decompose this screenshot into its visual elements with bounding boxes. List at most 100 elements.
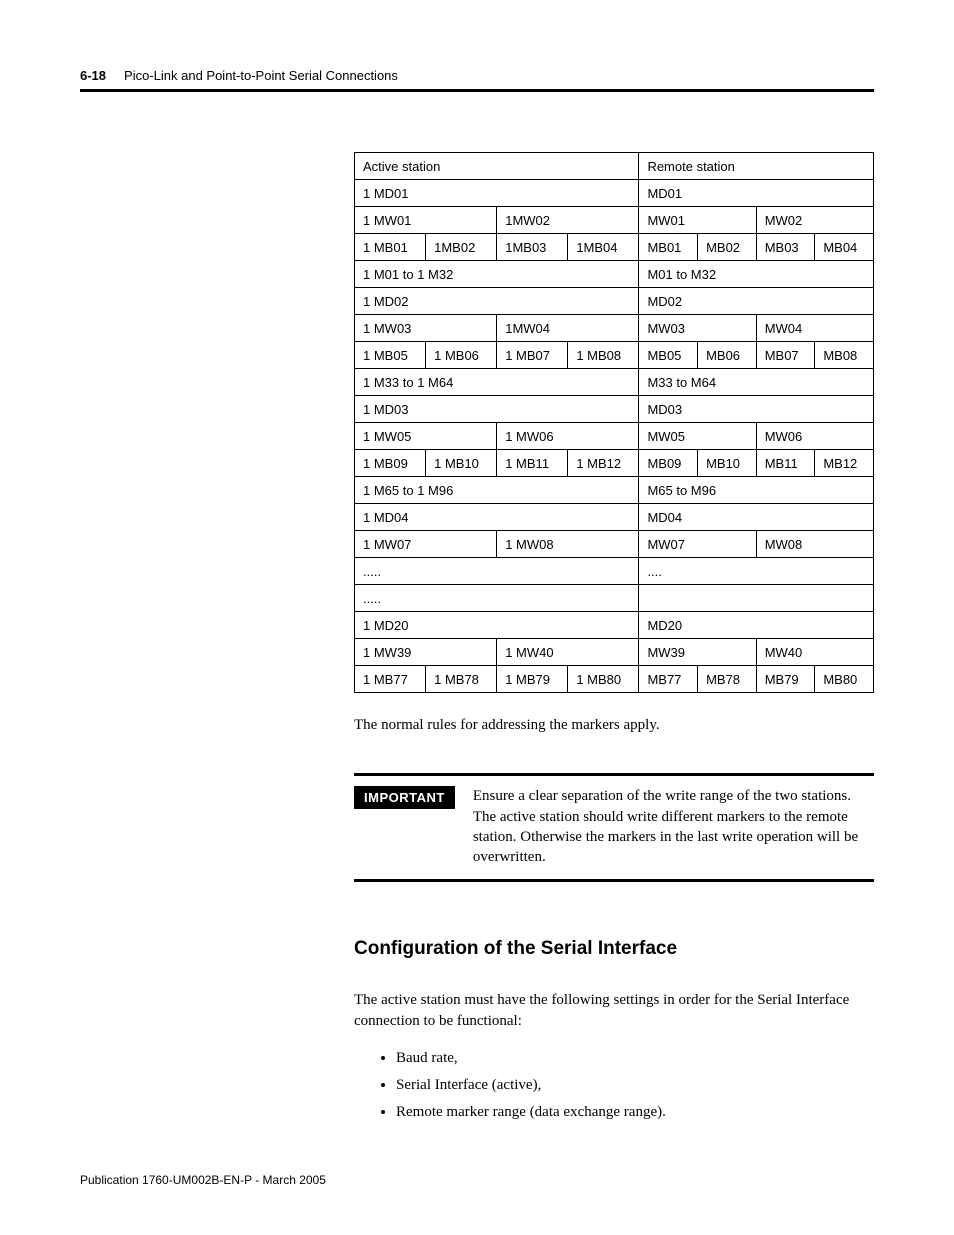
table-cell: Active station xyxy=(355,153,639,180)
table-cell: MW01 xyxy=(639,207,756,234)
table-row: 1 MW011MW02MW01MW02 xyxy=(355,207,874,234)
table-row: 1 MD04MD04 xyxy=(355,504,874,531)
table-cell: MB06 xyxy=(698,342,757,369)
table-row: 1 MD20MD20 xyxy=(355,612,874,639)
table-row: 1 MW031MW04MW03MW04 xyxy=(355,315,874,342)
section-intro: The active station must have the followi… xyxy=(354,990,874,1031)
table-cell: MW08 xyxy=(756,531,873,558)
list-item: Serial Interface (active), xyxy=(396,1072,874,1099)
table-cell: MB02 xyxy=(698,234,757,261)
list-item: Remote marker range (data exchange range… xyxy=(396,1099,874,1126)
table-cell: 1 MB08 xyxy=(568,342,639,369)
table-cell: MB11 xyxy=(756,450,815,477)
table-cell: 1 M01 to 1 M32 xyxy=(355,261,639,288)
table-cell: 1MB03 xyxy=(497,234,568,261)
table-cell: MB79 xyxy=(756,666,815,693)
header-divider xyxy=(80,89,874,92)
table-cell: 1 MB09 xyxy=(355,450,426,477)
table-row: 1 MD01MD01 xyxy=(355,180,874,207)
table-cell: 1 M33 to 1 M64 xyxy=(355,369,639,396)
important-text: Ensure a clear separation of the write r… xyxy=(473,786,874,867)
table-cell: 1 MD03 xyxy=(355,396,639,423)
important-callout: IMPORTANT Ensure a clear separation of t… xyxy=(354,773,874,882)
table-row: 1 MW391 MW40MW39MW40 xyxy=(355,639,874,666)
table-row: 1 MB011MB021MB031MB04MB01MB02MB03MB04 xyxy=(355,234,874,261)
table-cell: MB01 xyxy=(639,234,698,261)
table-cell: M65 to M96 xyxy=(639,477,874,504)
table-cell: MW07 xyxy=(639,531,756,558)
table-cell: .... xyxy=(639,558,874,585)
chapter-title: Pico-Link and Point-to-Point Serial Conn… xyxy=(124,68,398,83)
table-row: 1 M01 to 1 M32M01 to M32 xyxy=(355,261,874,288)
important-badge: IMPORTANT xyxy=(354,786,455,809)
table-cell: 1 MB01 xyxy=(355,234,426,261)
table-cell: 1 MW06 xyxy=(497,423,639,450)
table-cell: 1 MB80 xyxy=(568,666,639,693)
table-cell: 1 MB10 xyxy=(426,450,497,477)
table-row: 1 MB051 MB061 MB071 MB08MB05MB06MB07MB08 xyxy=(355,342,874,369)
table-cell: 1 MD02 xyxy=(355,288,639,315)
rules-note: The normal rules for addressing the mark… xyxy=(354,715,874,735)
page: 6-18 Pico-Link and Point-to-Point Serial… xyxy=(0,0,954,1235)
table-cell: MB12 xyxy=(815,450,874,477)
table-cell: 1 MD04 xyxy=(355,504,639,531)
table-cell: ..... xyxy=(355,558,639,585)
page-header: 6-18 Pico-Link and Point-to-Point Serial… xyxy=(80,68,874,89)
table-cell: MW04 xyxy=(756,315,873,342)
table-cell: 1MB02 xyxy=(426,234,497,261)
table-cell: 1 M65 to 1 M96 xyxy=(355,477,639,504)
table-row: 1 M65 to 1 M96M65 to M96 xyxy=(355,477,874,504)
table-cell: 1MW02 xyxy=(497,207,639,234)
table-cell: MW06 xyxy=(756,423,873,450)
table-cell: 1MB04 xyxy=(568,234,639,261)
table-cell: MW40 xyxy=(756,639,873,666)
table-cell: MB80 xyxy=(815,666,874,693)
table-cell: 1 MW03 xyxy=(355,315,497,342)
table-cell: MB07 xyxy=(756,342,815,369)
settings-list: Baud rate,Serial Interface (active),Remo… xyxy=(354,1045,874,1126)
table-row: Active stationRemote station xyxy=(355,153,874,180)
table-cell: 1 MD01 xyxy=(355,180,639,207)
table-cell xyxy=(639,585,874,612)
table-cell: 1 MW40 xyxy=(497,639,639,666)
publication-footer: Publication 1760-UM002B-EN-P - March 200… xyxy=(80,1173,326,1187)
page-number: 6-18 xyxy=(80,68,106,83)
table-cell: MD02 xyxy=(639,288,874,315)
table-cell: M33 to M64 xyxy=(639,369,874,396)
table-cell: 1 MB12 xyxy=(568,450,639,477)
marker-table: Active stationRemote station1 MD01MD011 … xyxy=(354,152,874,693)
table-cell: MB04 xyxy=(815,234,874,261)
table-cell: 1 MW39 xyxy=(355,639,497,666)
table-cell: MB78 xyxy=(698,666,757,693)
table-cell: MB10 xyxy=(698,450,757,477)
table-row: 1 MW051 MW06MW05MW06 xyxy=(355,423,874,450)
table-row: 1 M33 to 1 M64M33 to M64 xyxy=(355,369,874,396)
table-cell: 1 MD20 xyxy=(355,612,639,639)
table-cell: ..... xyxy=(355,585,639,612)
table-row: ..... xyxy=(355,585,874,612)
table-cell: MB08 xyxy=(815,342,874,369)
table-cell: Remote station xyxy=(639,153,874,180)
table-cell: MW39 xyxy=(639,639,756,666)
table-row: 1 MD03MD03 xyxy=(355,396,874,423)
table-cell: MB03 xyxy=(756,234,815,261)
table-cell: MW05 xyxy=(639,423,756,450)
section-heading: Configuration of the Serial Interface xyxy=(354,938,874,960)
table-cell: 1 MW05 xyxy=(355,423,497,450)
table-cell: MB05 xyxy=(639,342,698,369)
table-cell: 1 MB06 xyxy=(426,342,497,369)
table-row: 1 MB771 MB781 MB791 MB80MB77MB78MB79MB80 xyxy=(355,666,874,693)
content-area: Active stationRemote station1 MD01MD011 … xyxy=(354,152,874,1126)
list-item: Baud rate, xyxy=(396,1045,874,1072)
table-cell: MW02 xyxy=(756,207,873,234)
table-row: ......... xyxy=(355,558,874,585)
table-cell: MW03 xyxy=(639,315,756,342)
marker-table-body: Active stationRemote station1 MD01MD011 … xyxy=(355,153,874,693)
table-cell: 1 MB77 xyxy=(355,666,426,693)
table-cell: 1 MB78 xyxy=(426,666,497,693)
table-cell: 1 MB79 xyxy=(497,666,568,693)
table-cell: MB77 xyxy=(639,666,698,693)
table-cell: MD01 xyxy=(639,180,874,207)
table-cell: MD04 xyxy=(639,504,874,531)
table-cell: 1 MW01 xyxy=(355,207,497,234)
